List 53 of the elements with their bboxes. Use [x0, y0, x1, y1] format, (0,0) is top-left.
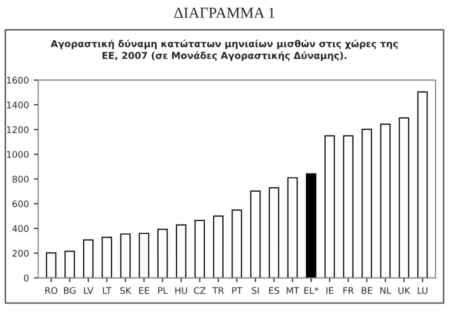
- x-tick-label: IE: [326, 287, 334, 294]
- x-tick-label: FR: [343, 287, 354, 294]
- y-tick-label: 0: [24, 274, 29, 282]
- x-tick-label: SK: [120, 287, 132, 294]
- x-tick-label: NL: [380, 287, 392, 294]
- x-tick-label: BE: [362, 287, 372, 294]
- x-tick-label: EL*: [304, 287, 318, 294]
- x-tick-label: TR: [212, 287, 224, 294]
- x-tick-label: PT: [232, 287, 242, 294]
- bar: [120, 233, 131, 278]
- chart-title: ΔΙΑΓΡΑΜΜΑ 1: [174, 8, 274, 18]
- bar: [213, 216, 224, 278]
- x-tick-label: HU: [175, 287, 188, 294]
- bar: [176, 224, 186, 278]
- x-tick-label: LV: [84, 287, 94, 294]
- x-tick-label: LT: [103, 287, 112, 294]
- bar: [362, 128, 372, 278]
- bar: [398, 117, 410, 278]
- bar: [232, 209, 242, 278]
- x-tick-label: CZ: [194, 287, 206, 294]
- x-tick-label: BG: [64, 287, 76, 294]
- bar: [250, 190, 261, 278]
- x-tick-label: RO: [45, 287, 58, 294]
- bar: [343, 135, 354, 278]
- x-tick-label: LU: [418, 287, 428, 294]
- y-tick-label: 1200: [7, 126, 29, 134]
- bar: [46, 252, 56, 278]
- y-tick-label: 200: [12, 250, 29, 257]
- chart-subtitle: Αγοραστική δύναμη κατώτατων μηνιαίων μισθών στις χώρες της ΕΕ, 2007 (σε Μονάδες Αγοραστικής Δύναμης).: [50, 40, 398, 61]
- bar: [306, 173, 316, 278]
- bar: [287, 177, 298, 278]
- x-tick-label: PL: [158, 287, 168, 294]
- bar: [268, 187, 280, 278]
- bar: [380, 124, 391, 278]
- y-tick-label: 600: [12, 200, 29, 208]
- y-tick-label: 1000: [7, 150, 29, 158]
- bar: [157, 228, 168, 278]
- x-tick-label: ES: [269, 287, 280, 294]
- x-tick-label: SI: [252, 287, 259, 294]
- x-tick-label: EE: [139, 287, 150, 294]
- bar: [138, 232, 150, 278]
- bar: [194, 220, 205, 278]
- x-tick-label: UK: [398, 287, 410, 294]
- bar: [83, 239, 94, 278]
- bar: [64, 250, 75, 278]
- y-tick-label: 1600: [7, 76, 29, 84]
- y-tick-label: 400: [12, 225, 29, 232]
- y-tick-label: 800: [12, 176, 29, 183]
- bar: [417, 91, 428, 278]
- bar: [102, 236, 112, 278]
- bar: [324, 135, 335, 278]
- y-tick-label: 1400: [7, 102, 29, 108]
- x-tick-label: MT: [286, 287, 300, 294]
